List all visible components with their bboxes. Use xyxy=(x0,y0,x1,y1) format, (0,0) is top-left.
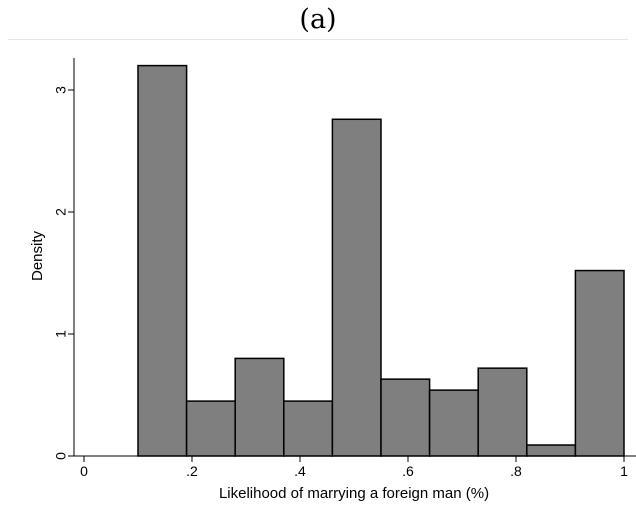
x-tick-label: .2 xyxy=(186,463,198,479)
x-tick-label: .8 xyxy=(510,463,522,479)
histogram-bar xyxy=(331,118,382,457)
panel-label: (a) xyxy=(299,4,337,35)
x-tick-label: 0 xyxy=(80,463,88,479)
x-tick-label: .6 xyxy=(402,463,414,479)
y-axis-title: Density xyxy=(29,230,46,281)
y-tick-label: 3 xyxy=(53,86,69,94)
histogram-bar xyxy=(477,367,528,457)
histogram-bar xyxy=(234,357,285,457)
histogram-bar xyxy=(428,389,479,457)
x-tick-label: .4 xyxy=(294,463,306,479)
histogram-bar xyxy=(380,378,431,457)
histogram-bar xyxy=(526,444,577,457)
bars-group xyxy=(137,64,625,457)
x-axis-title: Likelihood of marrying a foreign man (%) xyxy=(219,485,489,502)
histogram-bar xyxy=(137,64,188,457)
axes-group: 0 .2 .4 .6 .8 1 0 1 2 3 xyxy=(53,58,636,479)
y-tick-label: 2 xyxy=(53,208,69,216)
y-tick-label: 1 xyxy=(53,330,69,338)
x-tick-label: 1 xyxy=(620,463,628,479)
histogram-bar xyxy=(283,400,334,457)
title-divider xyxy=(8,39,628,40)
histogram-bar xyxy=(185,400,236,457)
y-tick-label: 0 xyxy=(53,452,69,460)
histogram-bar xyxy=(574,269,625,457)
